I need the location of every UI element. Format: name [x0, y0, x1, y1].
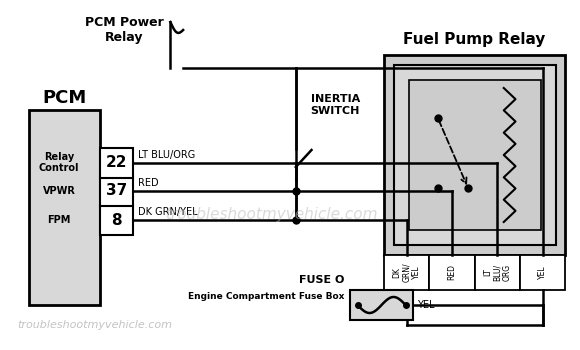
Text: FPM: FPM	[47, 215, 71, 225]
Text: LT
BLU/
ORG: LT BLU/ ORG	[483, 264, 512, 281]
Text: YEL: YEL	[538, 266, 547, 279]
Bar	[429, 255, 474, 290]
Bar	[474, 255, 520, 290]
Text: Engine Compartment Fuse Box: Engine Compartment Fuse Box	[188, 292, 345, 301]
Bar	[384, 255, 429, 290]
Bar	[100, 205, 133, 235]
Bar	[520, 255, 566, 290]
Text: DK GRN/YEL: DK GRN/YEL	[138, 207, 198, 217]
Text: PCM Power
Relay: PCM Power Relay	[85, 16, 164, 44]
Text: RED: RED	[448, 265, 456, 280]
Text: troubleshootmyvehicle.com: troubleshootmyvehicle.com	[165, 208, 378, 223]
Bar	[29, 110, 100, 305]
Text: troubleshootmyvehicle.com: troubleshootmyvehicle.com	[17, 320, 172, 330]
Text: 8: 8	[111, 213, 122, 228]
Text: Fuel Pump Relay: Fuel Pump Relay	[404, 32, 546, 47]
Bar	[384, 55, 566, 255]
Text: 37: 37	[106, 183, 127, 198]
Text: YEL: YEL	[418, 300, 435, 310]
Text: VPWR: VPWR	[42, 186, 75, 196]
Text: PCM: PCM	[42, 89, 86, 107]
Bar	[100, 148, 133, 178]
Bar	[100, 176, 133, 206]
Bar	[394, 65, 556, 245]
Text: Relay
Control: Relay Control	[39, 152, 79, 174]
Bar	[408, 80, 541, 230]
Bar	[350, 290, 414, 320]
Text: 22: 22	[106, 155, 127, 170]
Text: RED: RED	[138, 178, 159, 188]
Text: DK
GRN/
YEL: DK GRN/ YEL	[393, 263, 421, 282]
Text: INERTIA
SWITCH: INERTIA SWITCH	[310, 94, 360, 116]
Text: LT BLU/ORG: LT BLU/ORG	[138, 150, 195, 160]
Text: FUSE O: FUSE O	[299, 275, 345, 285]
